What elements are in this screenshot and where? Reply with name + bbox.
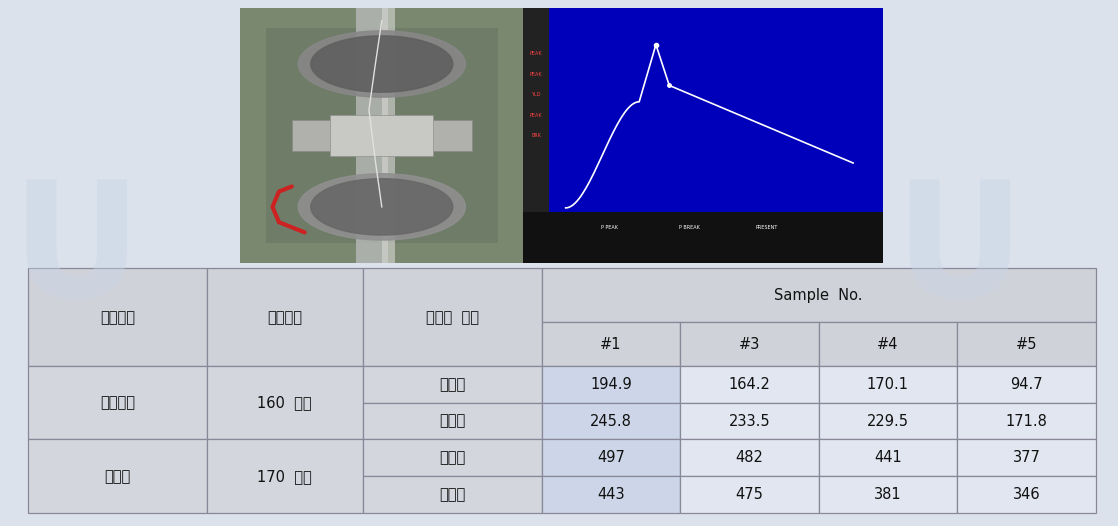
Text: 횡방향: 횡방향 xyxy=(439,377,465,392)
Bar xyxy=(292,120,472,151)
Bar xyxy=(541,268,1096,322)
Bar xyxy=(680,366,818,403)
Bar xyxy=(818,439,957,476)
Bar xyxy=(957,476,1096,513)
Bar xyxy=(362,439,541,476)
Bar xyxy=(266,28,498,242)
Bar xyxy=(541,366,680,403)
Text: U: U xyxy=(894,175,1024,330)
Polygon shape xyxy=(311,36,453,92)
Text: 497: 497 xyxy=(597,450,625,466)
Text: 인장강도: 인장강도 xyxy=(100,395,135,410)
Text: 종방향: 종방향 xyxy=(439,413,465,429)
Text: 94.7: 94.7 xyxy=(1010,377,1043,392)
Bar xyxy=(541,403,680,439)
Bar xyxy=(680,476,818,513)
Bar xyxy=(207,366,362,439)
Polygon shape xyxy=(299,31,465,97)
Text: 233.5: 233.5 xyxy=(729,413,770,429)
Text: 횡방향: 횡방향 xyxy=(439,450,465,466)
Bar xyxy=(331,115,434,156)
Text: 종방향: 종방향 xyxy=(439,487,465,502)
Bar xyxy=(207,268,362,366)
Text: PEAK: PEAK xyxy=(530,72,542,77)
Text: 171.8: 171.8 xyxy=(1005,413,1048,429)
Bar xyxy=(957,366,1096,403)
Bar xyxy=(957,322,1096,366)
Text: YLD: YLD xyxy=(531,92,541,97)
Text: 194.9: 194.9 xyxy=(590,377,632,392)
Text: 신장률: 신장률 xyxy=(104,469,131,484)
Text: 시험편  방향: 시험편 방향 xyxy=(426,310,479,325)
Bar xyxy=(541,476,680,513)
Text: #1: #1 xyxy=(600,337,622,351)
Text: P PEAK: P PEAK xyxy=(600,225,617,230)
Bar xyxy=(818,476,957,513)
Bar xyxy=(356,8,388,263)
Bar xyxy=(362,476,541,513)
Bar xyxy=(680,403,818,439)
Text: Sample  No.: Sample No. xyxy=(775,288,863,302)
Text: 229.5: 229.5 xyxy=(866,413,909,429)
Text: U: U xyxy=(11,175,141,330)
Text: 160  이상: 160 이상 xyxy=(257,395,312,410)
Text: 346: 346 xyxy=(1013,487,1040,502)
Bar xyxy=(541,322,680,366)
Bar xyxy=(680,439,818,476)
Text: 시험항목: 시험항목 xyxy=(100,310,135,325)
Bar xyxy=(818,403,957,439)
Bar xyxy=(541,439,680,476)
Text: 482: 482 xyxy=(736,450,764,466)
Text: PRESENT: PRESENT xyxy=(755,225,777,230)
Text: #3: #3 xyxy=(739,337,760,351)
Text: P BREAK: P BREAK xyxy=(679,225,700,230)
Text: BRK: BRK xyxy=(531,133,541,138)
Bar xyxy=(240,8,523,263)
Text: 170.1: 170.1 xyxy=(866,377,909,392)
Text: 개발목표: 개발목표 xyxy=(267,310,302,325)
Text: 441: 441 xyxy=(874,450,902,466)
Bar xyxy=(523,8,549,263)
Bar xyxy=(680,322,818,366)
Text: 164.2: 164.2 xyxy=(729,377,770,392)
Bar xyxy=(207,439,362,513)
Bar xyxy=(28,366,207,439)
Bar xyxy=(523,212,883,263)
Text: PEAK: PEAK xyxy=(530,113,542,117)
Bar xyxy=(28,439,207,513)
Bar xyxy=(957,439,1096,476)
Text: 170  이상: 170 이상 xyxy=(257,469,312,484)
Text: PEAK: PEAK xyxy=(530,52,542,56)
Text: 245.8: 245.8 xyxy=(590,413,632,429)
Text: 475: 475 xyxy=(736,487,764,502)
Text: 381: 381 xyxy=(874,487,902,502)
Text: 377: 377 xyxy=(1013,450,1041,466)
Polygon shape xyxy=(311,179,453,235)
Bar xyxy=(382,8,395,263)
Bar xyxy=(28,268,207,366)
Bar xyxy=(240,8,523,263)
Text: #4: #4 xyxy=(878,337,899,351)
Bar xyxy=(957,403,1096,439)
Bar xyxy=(818,322,957,366)
Bar xyxy=(362,366,541,403)
Bar xyxy=(818,366,957,403)
Bar xyxy=(362,403,541,439)
Polygon shape xyxy=(299,174,465,240)
Bar xyxy=(549,8,883,212)
Text: 443: 443 xyxy=(597,487,625,502)
Text: #5: #5 xyxy=(1015,337,1038,351)
Bar xyxy=(362,268,541,366)
